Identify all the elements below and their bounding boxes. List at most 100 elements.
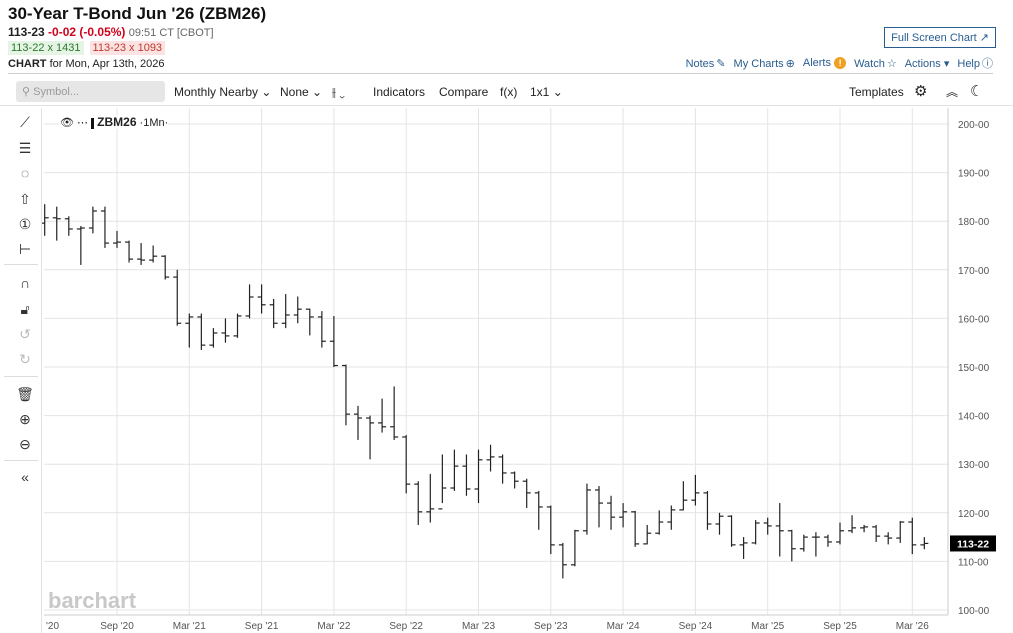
y-tick-label: 150-00 <box>958 363 990 374</box>
last-price-label: 113-22 <box>957 538 989 550</box>
full-screen-chart-button[interactable]: Full Screen Chart ↗ <box>884 27 996 48</box>
ohlc-bars-icon: ⫲ <box>332 85 336 99</box>
layout-label: 1x1 <box>530 85 550 99</box>
caret-down-icon: ▾ <box>943 57 950 70</box>
alerts-link[interactable]: Alerts ! <box>802 57 847 69</box>
watch-link[interactable]: Watch ☆ <box>854 57 897 70</box>
divider <box>4 264 38 265</box>
watch-label: Watch <box>854 57 885 70</box>
trendline-tool-icon[interactable]: ⟋ <box>20 114 30 130</box>
expand-icon: ↗ <box>979 32 989 44</box>
alerts-label: Alerts <box>802 57 831 69</box>
quote-time: 09:51 CT [CBOT] <box>128 27 214 39</box>
series-color-swatch <box>91 117 95 129</box>
arrow-up-tool-icon[interactable]: ⇧ <box>19 191 31 207</box>
x-tick-label: Mar '25 <box>751 621 784 632</box>
chevron-down-icon: ⌄ <box>312 85 323 99</box>
actions-label: Actions <box>904 57 941 70</box>
drawing-tools-sidebar: ⟋ ☰ ◌ ⇧ ① ⊢ ∩ 🔓︎ ↺ ↻ 🗑︎ ⊕ ⊖ « <box>0 108 42 633</box>
measure-tool-icon[interactable]: ⊢ <box>18 241 32 257</box>
eye-icon[interactable]: 👁︎ <box>60 117 74 129</box>
last-price: 113-23 <box>8 25 45 39</box>
x-tick-label: Mar '23 <box>462 621 495 632</box>
redo-icon[interactable]: ↻ <box>19 351 31 367</box>
chevron-down-icon: ⌄ <box>261 85 272 99</box>
divider <box>4 460 38 461</box>
chart-toolbar: ⚲ Symbol... Monthly Nearby ⌄ None ⌄ ⫲ ⌄ … <box>0 78 1013 106</box>
collapse-sidebar-icon[interactable]: « <box>21 469 29 485</box>
help-icon: ⓘ <box>982 58 993 70</box>
trash-icon[interactable]: 🗑︎ <box>16 386 34 402</box>
y-tick-label: 100-00 <box>958 606 990 617</box>
full-screen-label: Full Screen Chart <box>891 32 977 44</box>
indicators-button[interactable]: Indicators <box>373 85 426 99</box>
overlay-label: None <box>280 85 309 99</box>
unlock-icon[interactable]: 🔓︎ <box>20 301 30 317</box>
chevron-down-icon: ⌄ <box>339 85 345 99</box>
x-tick-label: Sep '23 <box>534 621 568 632</box>
chart-label: CHART <box>8 58 47 70</box>
numbered-annotation-icon[interactable]: ① <box>18 216 32 232</box>
x-tick-label: Sep '21 <box>245 621 279 632</box>
x-tick-label: Mar '22 <box>317 621 350 632</box>
y-tick-label: 190-00 <box>958 169 990 180</box>
collapse-up-icon[interactable]: ︽ <box>946 85 959 99</box>
undo-icon[interactable]: ↺ <box>19 326 31 342</box>
compare-button[interactable]: Compare <box>439 85 489 99</box>
symbol-search-input[interactable]: ⚲ Symbol... <box>16 81 165 102</box>
divider <box>4 376 38 377</box>
y-tick-label: 200-00 <box>958 120 990 131</box>
overlay-dropdown[interactable]: None ⌄ <box>280 85 322 99</box>
notes-link[interactable]: Notes ✎ <box>686 57 726 70</box>
layout-dropdown[interactable]: 1x1 ⌄ <box>530 85 563 99</box>
chevron-down-icon: ⌄ <box>552 85 563 99</box>
series-legend[interactable]: 👁︎ ⋯ ZBM26 ·1Mn· <box>60 115 169 129</box>
more-icon[interactable]: ⋯ <box>77 117 89 129</box>
help-label: Help <box>957 58 980 70</box>
x-tick-label: Sep '24 <box>679 621 713 632</box>
function-button[interactable]: f(x) <box>500 85 518 99</box>
templates-button[interactable]: Templates <box>849 85 904 99</box>
price-change: -0-02 (-0.05%) <box>48 25 126 39</box>
x-tick-label: Mar '24 <box>607 621 640 632</box>
magnet-icon[interactable]: ∩ <box>19 275 31 291</box>
notes-label: Notes <box>685 57 715 70</box>
actions-menu[interactable]: Actions ▾ <box>905 57 950 70</box>
x-tick-label: Mar '21 <box>173 621 206 632</box>
y-tick-label: 120-00 <box>958 509 990 520</box>
page-title: 30-Year T-Bond Jun '26 (ZBM26) <box>8 4 267 23</box>
plus-circle-icon: ⊕ <box>785 57 795 70</box>
shapes-tool-icon[interactable]: ◌ <box>20 165 30 181</box>
edit-icon: ✎ <box>716 57 726 70</box>
y-tick-label: 130-00 <box>958 460 990 471</box>
y-tick-label: 110-00 <box>958 557 989 568</box>
x-tick-label: Sep '20 <box>100 621 134 632</box>
y-tick-label: 140-00 <box>958 412 990 423</box>
my-charts-link[interactable]: My Charts ⊕ <box>734 57 795 70</box>
y-tick-label: 170-00 <box>958 266 990 277</box>
search-icon: ⚲ <box>22 86 34 98</box>
y-tick-label: 180-00 <box>958 217 990 228</box>
dark-mode-moon-icon[interactable]: ☾ <box>970 83 984 100</box>
zoom-out-icon[interactable]: ⊖ <box>19 436 31 452</box>
fibonacci-tool-icon[interactable]: ☰ <box>18 140 32 156</box>
legend-interval: 1Mn <box>143 117 165 129</box>
gear-icon[interactable]: ⚙ <box>914 83 928 100</box>
alert-icon: ! <box>834 57 847 69</box>
period-dropdown[interactable]: Monthly Nearby ⌄ <box>174 85 271 99</box>
zoom-in-icon[interactable]: ⊕ <box>19 411 31 427</box>
x-tick-label: Mar '26 <box>896 621 929 632</box>
x-tick-label: '20 <box>46 621 59 632</box>
y-tick-label: 160-00 <box>958 314 990 325</box>
period-label: Monthly Nearby <box>174 85 259 99</box>
x-tick-label: Sep '25 <box>823 621 857 632</box>
search-placeholder: Symbol... <box>33 86 79 98</box>
ask: 113-23 x 1093 <box>89 41 166 55</box>
quote-header: 30-Year T-Bond Jun '26 (ZBM26) 113-23 -0… <box>8 4 266 70</box>
help-link[interactable]: Help ⓘ <box>957 55 993 71</box>
star-icon: ☆ <box>886 57 897 70</box>
legend-symbol: ZBM26 <box>97 115 137 129</box>
bid: 113-22 x 1431 <box>8 41 84 55</box>
bar-type-dropdown[interactable]: ⫲ ⌄ <box>332 85 345 100</box>
